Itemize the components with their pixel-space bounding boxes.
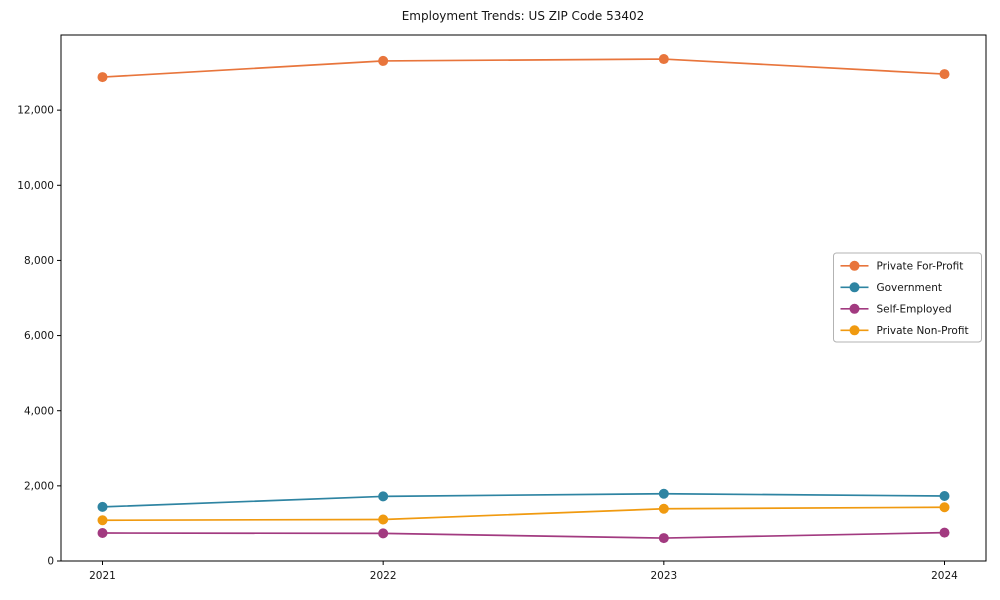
series-line-government: [102, 492, 945, 508]
x-axis-tick-label: 2023: [650, 570, 677, 582]
legend-sample-marker-private-non-profit: [849, 325, 860, 336]
data-point-private-for-profit-2022: [378, 55, 389, 66]
x-axis-tick-label: 2021: [89, 570, 116, 582]
y-axis-tick-label: 0: [47, 556, 54, 568]
legend-box: [833, 252, 982, 343]
data-point-self-employed-2022: [378, 528, 389, 539]
legend-sample-marker-self-employed: [849, 303, 860, 314]
chart-title: Employment Trends: US ZIP Code 53402: [402, 9, 645, 23]
data-point-government-2021: [97, 501, 108, 512]
y-axis-tick-label: 4,000: [24, 405, 54, 417]
legend-sample-marker-private-for-profit: [849, 260, 860, 271]
legend-label-government: Government: [877, 282, 942, 294]
plot-area: 0 2,000 4,000 6,000 8,000 10,000 12,000 2021 202…: [17, 34, 987, 582]
y-axis-tick-label: 12,000: [17, 105, 54, 117]
data-point-private-non-profit-2024: [939, 502, 950, 513]
y-axis-tick-label: 6,000: [24, 330, 54, 342]
data-point-private-non-profit-2021: [97, 515, 108, 526]
data-point-private-for-profit-2023: [658, 54, 669, 65]
y-axis-tick-label: 2,000: [24, 480, 54, 492]
series-line-private-for-profit: [102, 58, 945, 78]
data-point-private-for-profit-2021: [97, 72, 108, 83]
legend-label-private-for-profit: Private For-Profit: [877, 261, 964, 273]
series-line-private-non-profit: [102, 506, 945, 522]
axes-frame: [60, 34, 987, 562]
data-point-self-employed-2023: [658, 533, 669, 544]
data-point-government-2024: [939, 491, 950, 502]
legend-label-private-non-profit: Private Non-Profit: [877, 325, 969, 337]
x-axis-tick-label: 2022: [370, 570, 397, 582]
y-axis-tick-label: 8,000: [24, 255, 54, 267]
legend-label-self-employed: Self-Employed: [877, 304, 952, 316]
data-point-government-2022: [378, 491, 389, 502]
y-axis-tick-label: 10,000: [17, 180, 54, 192]
data-point-private-for-profit-2024: [939, 69, 950, 80]
data-point-self-employed-2024: [939, 527, 950, 538]
data-point-private-non-profit-2023: [658, 503, 669, 514]
data-point-private-non-profit-2022: [378, 514, 389, 525]
data-point-self-employed-2021: [97, 528, 108, 539]
x-axis-tick-label: 2024: [931, 570, 958, 582]
series-line-self-employed: [102, 531, 945, 539]
data-point-government-2023: [658, 488, 669, 499]
legend-sample-marker-government: [849, 282, 860, 293]
